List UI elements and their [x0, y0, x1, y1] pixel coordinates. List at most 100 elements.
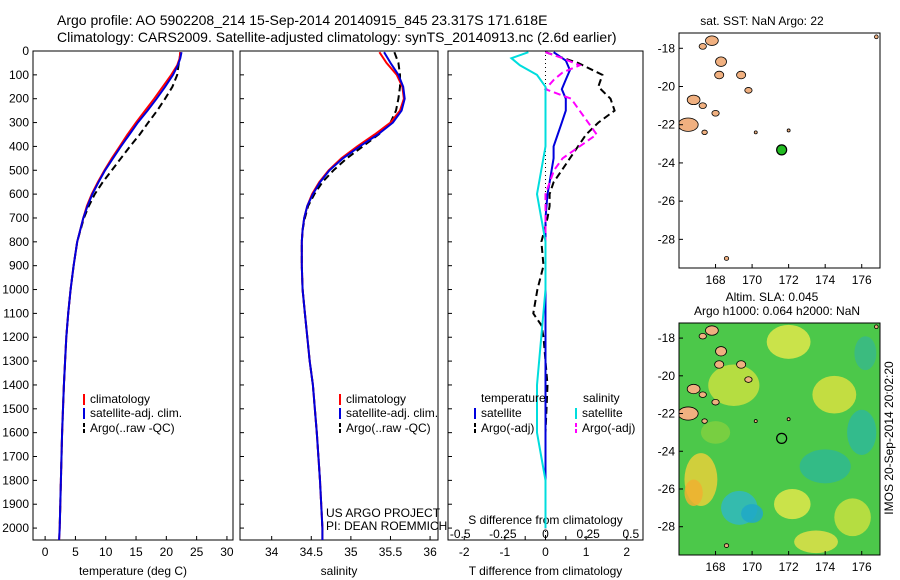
- map-content-1: [679, 34, 879, 261]
- map-x-tick-label: 168: [706, 273, 726, 287]
- s-axis-tick-label: 0.25: [576, 527, 600, 541]
- figure-title-line1: Argo profile: AO 5902208_214 15-Sep-2014…: [57, 12, 548, 28]
- legend-argo-label: Argo(..raw -QC): [90, 421, 175, 435]
- map-x-tick-label: 168: [706, 560, 726, 574]
- heatmap-anomaly-patch: [700, 421, 731, 444]
- heatmap-anomaly-patch: [774, 488, 811, 520]
- y-tick-label: 1900: [2, 497, 29, 511]
- x-tick-label: 2: [623, 545, 630, 559]
- island-landmass: [711, 398, 720, 406]
- heatmap-anomaly-patch: [766, 324, 811, 359]
- island-landmass: [874, 34, 879, 40]
- y-tick-label: 1500: [2, 402, 29, 416]
- x-axis-label: temperature (deg C): [79, 564, 187, 578]
- sla-map-title-line2: Argo h1000: 0.064 h2000: NaN: [694, 304, 860, 318]
- legend-climatology-label: climatology: [346, 392, 406, 406]
- island-landmass: [714, 360, 725, 369]
- island-landmass: [744, 87, 753, 94]
- y-tick-label: 0: [22, 44, 29, 58]
- y-tick-label: 1400: [2, 378, 29, 392]
- map-x-tick-label: 172: [779, 273, 799, 287]
- x-tick-label: 34: [265, 545, 279, 559]
- x-tick-label: -1: [500, 545, 511, 559]
- x-axis-label: salinity: [321, 564, 358, 578]
- map-y-tick-label: -22: [658, 118, 676, 132]
- s-axis-tick-label: -0.5: [450, 527, 471, 541]
- legend-t-argo-label: Argo(-adj): [481, 421, 534, 435]
- map-frame-1: [678, 32, 881, 269]
- map-y-tick-label: -24: [658, 444, 676, 458]
- y-tick-label: 100: [9, 68, 29, 82]
- island-landmass: [705, 35, 719, 46]
- legend-satellite-label: satellite-adj. clim.: [346, 406, 438, 420]
- map-y-tick-label: -18: [658, 331, 676, 345]
- heatmap-anomaly-patch: [708, 364, 760, 406]
- y-tick-label: 600: [9, 187, 29, 201]
- island-landmass: [698, 43, 707, 50]
- island-landmass: [753, 419, 758, 423]
- island-landmass: [786, 417, 791, 422]
- x-tick-label: 1: [583, 545, 590, 559]
- legend-s-argo-label: Argo(-adj): [582, 421, 635, 435]
- heatmap-anomaly-patch: [834, 498, 871, 537]
- argo-float-marker: [776, 432, 788, 444]
- island-landmass: [679, 406, 699, 421]
- y-tick-label: 700: [9, 211, 29, 225]
- island-landmass: [686, 94, 701, 106]
- x-tick-label: 25: [190, 545, 204, 559]
- map-x-tick-label: 174: [815, 560, 835, 574]
- s-axis-tick-label: -0.25: [489, 527, 517, 541]
- s-axis-tick-label: 0.5: [622, 527, 639, 541]
- heatmap-anomaly-patch: [854, 336, 877, 371]
- timestamp-vertical-text: IMOS 20-Sep-2014 20:02:20: [882, 361, 896, 515]
- series-satellite-sdiff: [509, 51, 547, 529]
- island-landmass: [723, 256, 730, 261]
- map-y-tick-label: -28: [658, 520, 676, 534]
- y-tick-label: 1000: [2, 283, 29, 297]
- island-landmass: [698, 391, 707, 398]
- x-tick-label: 15: [129, 545, 143, 559]
- island-landmass: [701, 129, 708, 136]
- y-tick-label: 300: [9, 116, 29, 130]
- map-x-tick-label: 176: [852, 273, 872, 287]
- y-tick-label: 500: [9, 163, 29, 177]
- argo-float-marker: [776, 144, 788, 156]
- island-landmass: [786, 128, 791, 133]
- x-tick-label: 0: [542, 545, 549, 559]
- heatmap-anomaly-patch: [847, 409, 877, 456]
- map-y-tick-label: -26: [658, 482, 676, 496]
- legend-s-satellite-label: satellite: [582, 406, 623, 420]
- series-satellite-tdiff: [544, 51, 571, 529]
- series-satellite-salinity: [300, 51, 406, 540]
- island-landmass: [715, 346, 727, 357]
- series-satellite-temperature: [58, 52, 183, 541]
- legend-climatology-label: climatology: [90, 392, 150, 406]
- y-tick-label: 200: [9, 92, 29, 106]
- island-landmass: [744, 376, 753, 383]
- island-landmass: [701, 418, 708, 424]
- island-landmass: [698, 102, 707, 109]
- x-tick-label: 35.5: [379, 545, 403, 559]
- legend-header-salinity: salinity: [583, 391, 620, 405]
- y-tick-label: 1800: [2, 473, 29, 487]
- legend-argo-label: Argo(..raw -QC): [346, 421, 431, 435]
- legend-header-temperature: temperature: [481, 391, 546, 405]
- x-tick-label: 10: [99, 545, 113, 559]
- project-credit-line1: US ARGO PROJECT: [326, 506, 441, 520]
- heatmap-anomaly-patch: [741, 504, 764, 523]
- map-x-tick-label: 174: [815, 273, 835, 287]
- x-tick-label: 36: [423, 545, 437, 559]
- sla-map-title-line1: Altim. SLA: 0.045: [726, 290, 819, 304]
- x-tick-label: 30: [220, 545, 234, 559]
- y-tick-label: 2000: [2, 521, 29, 535]
- island-landmass: [705, 325, 719, 336]
- legend-t-satellite-label: satellite: [481, 406, 522, 420]
- legend-satellite-label: satellite-adj. clim.: [90, 406, 182, 420]
- plot-frame-2: [239, 50, 439, 541]
- map-content-2: [679, 323, 880, 555]
- y-tick-label: 900: [9, 259, 29, 273]
- island-landmass: [723, 543, 730, 548]
- x-tick-label: 34.5: [300, 545, 324, 559]
- y-tick-label: 1700: [2, 450, 29, 464]
